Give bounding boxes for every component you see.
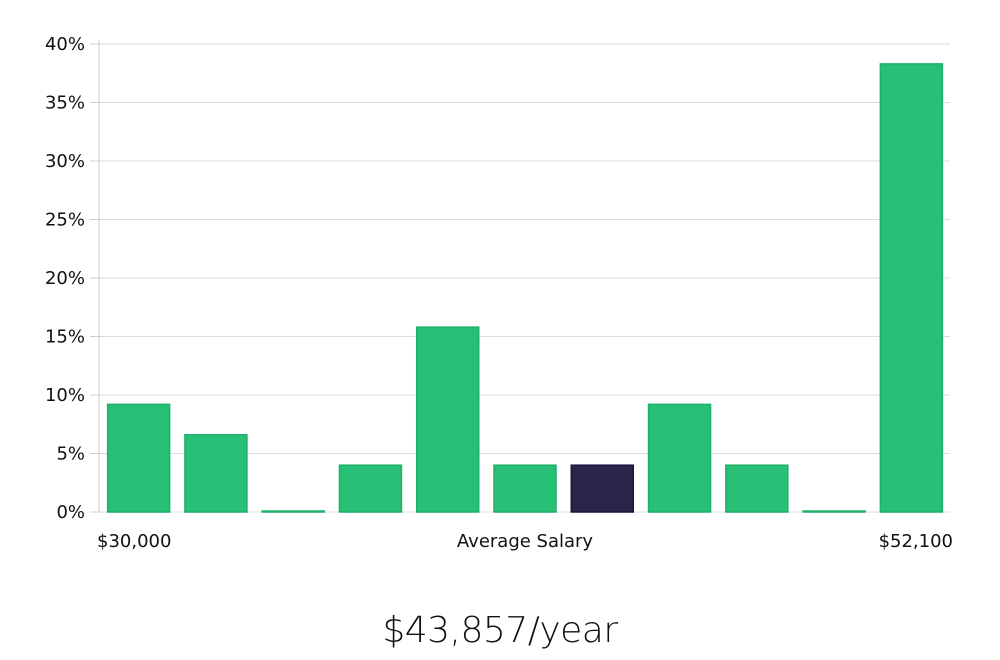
y-tick-label-0: 0% bbox=[56, 502, 85, 523]
y-tick-label-40: 40% bbox=[45, 34, 85, 55]
bar-highlighted-6 bbox=[570, 464, 635, 513]
y-tick-label-15: 15% bbox=[45, 327, 85, 348]
x-axis-title: Average Salary bbox=[457, 531, 594, 552]
y-tick-label-35: 35% bbox=[45, 93, 85, 114]
bar-7 bbox=[647, 403, 712, 513]
y-axis-ticks: 0% 5% 10% 15% 20% 25% 30% 35% 40% bbox=[45, 34, 100, 523]
bar-4 bbox=[415, 326, 480, 513]
bar-3 bbox=[338, 464, 403, 513]
y-tick-label-10: 10% bbox=[45, 385, 85, 406]
x-max-label: $52,100 bbox=[879, 531, 953, 552]
bar-10 bbox=[879, 63, 944, 513]
y-tick-label-30: 30% bbox=[45, 151, 85, 172]
bar-5 bbox=[493, 464, 557, 513]
bar-1 bbox=[184, 434, 248, 513]
bars bbox=[106, 63, 944, 513]
bar-0 bbox=[106, 403, 171, 513]
bar-2 bbox=[261, 510, 325, 513]
x-min-label: $30,000 bbox=[97, 531, 171, 552]
y-tick-label-25: 25% bbox=[45, 210, 85, 231]
average-salary-summary: $43,857/year bbox=[382, 610, 618, 651]
y-tick-label-20: 20% bbox=[45, 268, 85, 289]
salary-histogram: 0% 5% 10% 15% 20% 25% 30% 35% 40% $30,000 Averag… bbox=[45, 34, 953, 552]
bar-9 bbox=[802, 510, 866, 513]
bar-8 bbox=[725, 464, 789, 513]
y-tick-label-5: 5% bbox=[56, 444, 85, 465]
